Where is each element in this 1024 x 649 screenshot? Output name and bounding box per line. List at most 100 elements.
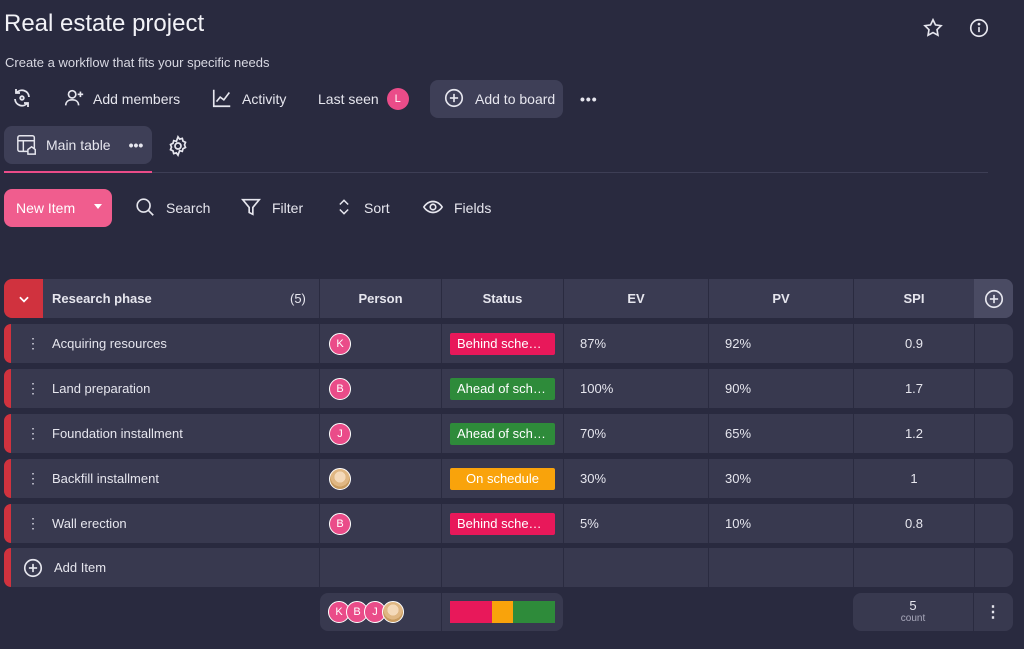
fields-button[interactable]: Fields (422, 195, 491, 221)
ev-cell[interactable]: 70% (580, 426, 607, 441)
row-accent (4, 369, 11, 408)
row-kebab-icon[interactable]: ⋮ (26, 335, 40, 351)
avatar[interactable]: K (329, 332, 351, 355)
status-badge[interactable]: Ahead of sch… (450, 422, 555, 445)
status-cell[interactable]: Ahead of sch… (450, 414, 555, 453)
row-kebab-icon[interactable]: ⋮ (26, 470, 40, 486)
activity-label: Activity (242, 91, 287, 107)
ev-cell[interactable]: 5% (580, 516, 599, 531)
add-column-button[interactable] (974, 279, 1013, 318)
group-header: Research phase (5) Person Status EV PV S… (4, 279, 1013, 318)
avatar[interactable]: J (329, 422, 351, 445)
collapse-group-button[interactable] (4, 279, 43, 318)
person-cell[interactable]: B (329, 369, 351, 408)
tab-main-table-label: Main table (46, 137, 111, 153)
search-icon (134, 196, 156, 221)
status-badge[interactable]: Behind sche… (450, 332, 555, 355)
add-item-label: Add Item (54, 560, 107, 575)
pv-cell[interactable]: 90% (725, 381, 752, 396)
add-to-board-button[interactable]: Add to board (430, 80, 563, 118)
spi-cell[interactable]: 0.8 (904, 516, 924, 531)
tab-main-table[interactable]: Main table ••• (4, 126, 152, 164)
spi-cell[interactable]: 1.2 (904, 426, 924, 441)
star-icon[interactable] (920, 15, 946, 41)
ev-cell[interactable]: 30% (580, 471, 607, 486)
pv-cell[interactable]: 92% (725, 336, 752, 351)
sort-button[interactable]: Sort (334, 195, 390, 221)
person-cell[interactable]: J (329, 414, 351, 453)
table-row[interactable]: ⋮ Acquiring resources K Behind sche… 87%… (4, 324, 1013, 363)
plus-circle-icon (443, 87, 465, 112)
add-item-row[interactable]: Add Item (4, 548, 1013, 587)
row-name[interactable]: Land preparation (52, 381, 151, 396)
row-name[interactable]: Wall erection (52, 516, 127, 531)
row-kebab-icon[interactable]: ⋮ (26, 380, 40, 396)
spi-cell[interactable]: 1.7 (904, 381, 924, 396)
info-icon[interactable] (966, 15, 992, 41)
person-cell[interactable] (329, 459, 351, 498)
person-cell[interactable]: K (329, 324, 351, 363)
table-row[interactable]: ⋮ Backfill installment On schedule 30% 3… (4, 459, 1013, 498)
filter-button[interactable]: Filter (240, 195, 303, 221)
avatar: L (386, 88, 409, 110)
status-cell[interactable]: Behind sche… (450, 504, 555, 543)
row-kebab-icon[interactable]: ⋮ (26, 425, 40, 441)
table-row[interactable]: ⋮ Land preparation B Ahead of sch… 100% … (4, 369, 1013, 408)
count-value: 5 (909, 598, 917, 613)
row-name[interactable]: Acquiring resources (52, 336, 167, 351)
count-label: count (900, 613, 926, 624)
activity-button[interactable]: Activity (210, 83, 286, 115)
pv-cell[interactable]: 65% (725, 426, 752, 441)
new-item-button[interactable]: New Item (4, 189, 112, 227)
status-badge[interactable]: Behind sche… (450, 512, 555, 535)
active-tab-indicator (4, 171, 152, 173)
gear-icon[interactable] (166, 134, 190, 163)
search-button[interactable]: Search (134, 195, 210, 221)
status-summary-bar (450, 601, 555, 623)
avatar[interactable]: B (329, 512, 351, 535)
ev-cell[interactable]: 100% (580, 381, 614, 396)
row-accent (4, 504, 11, 543)
summary-kebab-icon[interactable]: ⋮ (985, 604, 1001, 621)
status-bar-behind (450, 601, 492, 623)
person-cell[interactable]: B (329, 504, 351, 543)
add-item-button[interactable]: Add Item (22, 548, 106, 587)
table-row[interactable]: ⋮ Wall erection B Behind sche… 5% 10% 0.… (4, 504, 1013, 543)
spi-cell[interactable]: 1 (910, 471, 918, 486)
tab-more-button[interactable]: ••• (128, 137, 144, 153)
status-badge[interactable]: Ahead of sch… (450, 377, 555, 400)
status-badge[interactable]: On schedule (450, 467, 555, 490)
table-row[interactable]: ⋮ Foundation installment J Ahead of sch…… (4, 414, 1013, 453)
add-to-board-label: Add to board (475, 91, 556, 107)
column-header-person[interactable]: Person (358, 291, 403, 306)
pv-cell[interactable]: 30% (725, 471, 752, 486)
ev-cell[interactable]: 87% (580, 336, 607, 351)
group-name: Research phase (52, 291, 152, 306)
more-options-button[interactable]: ••• (580, 91, 598, 107)
sync-button[interactable] (10, 83, 34, 115)
avatar (382, 601, 404, 623)
status-cell[interactable]: Behind sche… (450, 324, 555, 363)
avatar[interactable]: B (329, 377, 351, 400)
column-header-spi[interactable]: SPI (903, 291, 925, 306)
column-header-ev[interactable]: EV (627, 291, 645, 306)
status-cell[interactable]: On schedule (450, 459, 555, 498)
row-name[interactable]: Backfill installment (52, 471, 159, 486)
chevron-down-icon (18, 296, 29, 303)
status-cell[interactable]: Ahead of sch… (450, 369, 555, 408)
column-header-pv[interactable]: PV (772, 291, 790, 306)
add-members-button[interactable]: Add members (63, 83, 180, 115)
chevron-down-icon[interactable] (94, 204, 102, 209)
last-seen-button[interactable]: Last seen L (318, 83, 409, 115)
row-name[interactable]: Foundation installment (52, 426, 183, 441)
tab-divider (4, 172, 988, 173)
status-bar-on-schedule (492, 601, 513, 623)
pv-cell[interactable]: 10% (725, 516, 752, 531)
page-title: Real estate project (4, 10, 205, 37)
avatar[interactable] (329, 467, 351, 490)
spi-cell[interactable]: 0.9 (904, 336, 924, 351)
column-header-status[interactable]: Status (482, 291, 523, 306)
row-kebab-icon[interactable]: ⋮ (26, 515, 40, 531)
